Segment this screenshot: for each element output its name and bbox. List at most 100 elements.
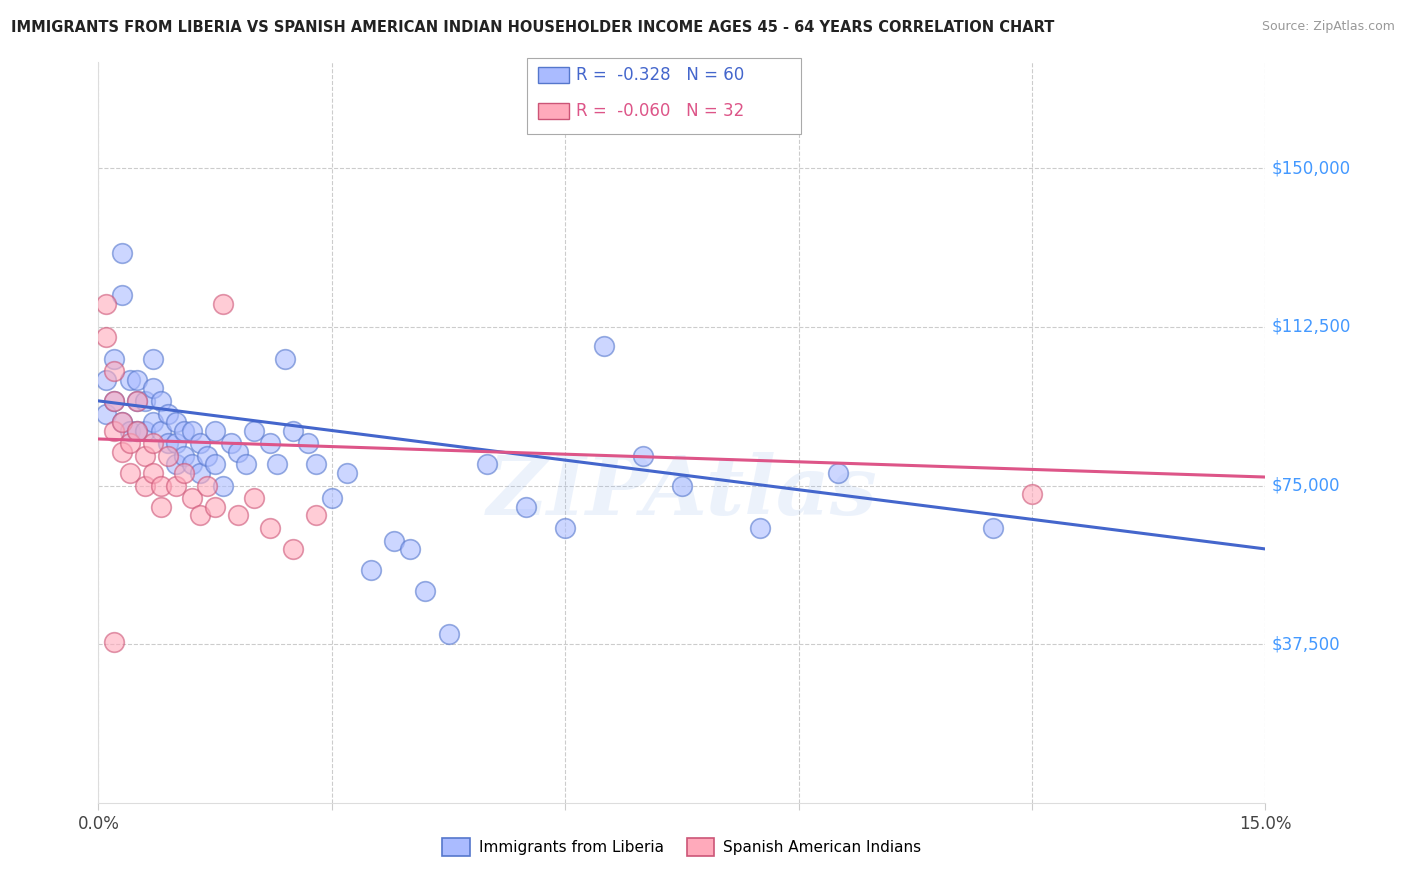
Point <box>149 393 172 408</box>
Point <box>281 424 304 438</box>
Point <box>149 478 172 492</box>
Point <box>382 533 405 548</box>
Point <box>103 393 125 408</box>
Point <box>204 458 226 472</box>
Point <box>281 541 304 556</box>
Point <box>157 436 180 450</box>
Point <box>111 415 134 429</box>
Text: IMMIGRANTS FROM LIBERIA VS SPANISH AMERICAN INDIAN HOUSEHOLDER INCOME AGES 45 - : IMMIGRANTS FROM LIBERIA VS SPANISH AMERI… <box>11 20 1054 35</box>
Point <box>195 478 218 492</box>
Point <box>321 491 343 506</box>
Point <box>235 458 257 472</box>
Text: $150,000: $150,000 <box>1271 159 1350 178</box>
Text: R =  -0.060   N = 32: R = -0.060 N = 32 <box>576 102 745 120</box>
Point <box>398 541 420 556</box>
Point <box>111 444 134 458</box>
Point <box>981 521 1004 535</box>
Point <box>274 351 297 366</box>
Point <box>554 521 576 535</box>
Point <box>103 393 125 408</box>
Point <box>413 584 436 599</box>
Point <box>180 424 202 438</box>
Point <box>212 478 235 492</box>
Point <box>204 500 226 514</box>
Point <box>631 449 654 463</box>
Point <box>134 424 156 438</box>
Point <box>142 436 165 450</box>
Point <box>165 415 187 429</box>
Point <box>228 444 250 458</box>
Point <box>259 521 281 535</box>
Point <box>103 635 125 649</box>
Point <box>228 508 250 522</box>
Point <box>165 436 187 450</box>
Point <box>173 449 195 463</box>
Point <box>1021 487 1043 501</box>
Point <box>180 458 202 472</box>
Point <box>188 508 211 522</box>
Point <box>173 466 195 480</box>
Point <box>243 424 266 438</box>
Legend: Immigrants from Liberia, Spanish American Indians: Immigrants from Liberia, Spanish America… <box>436 832 928 862</box>
Point <box>149 424 172 438</box>
Point <box>127 393 149 408</box>
Point <box>118 466 141 480</box>
Point <box>111 288 134 302</box>
Point <box>111 245 134 260</box>
Text: Source: ZipAtlas.com: Source: ZipAtlas.com <box>1261 20 1395 33</box>
Point <box>118 436 141 450</box>
Point <box>243 491 266 506</box>
Point <box>204 424 226 438</box>
Point <box>134 449 156 463</box>
Point <box>127 393 149 408</box>
Point <box>127 424 149 438</box>
Point <box>103 351 125 366</box>
Point <box>180 491 202 506</box>
Point <box>593 339 616 353</box>
Point <box>134 478 156 492</box>
Point <box>127 373 149 387</box>
Point <box>827 466 849 480</box>
Point <box>142 415 165 429</box>
Point <box>188 466 211 480</box>
Point <box>96 407 118 421</box>
Text: $75,000: $75,000 <box>1271 476 1340 494</box>
Point <box>96 373 118 387</box>
Point <box>219 436 242 450</box>
Point <box>165 458 187 472</box>
Text: R =  -0.328   N = 60: R = -0.328 N = 60 <box>576 66 745 84</box>
Point <box>195 449 218 463</box>
Point <box>266 458 288 472</box>
Point <box>142 351 165 366</box>
Point <box>671 478 693 492</box>
Point <box>142 466 165 480</box>
Point <box>515 500 537 514</box>
Point <box>96 296 118 310</box>
Point <box>437 626 460 640</box>
Point <box>360 563 382 577</box>
Point <box>305 458 328 472</box>
Point <box>127 424 149 438</box>
Point <box>157 407 180 421</box>
Point <box>111 415 134 429</box>
Point <box>103 424 125 438</box>
Point <box>188 436 211 450</box>
Point <box>297 436 319 450</box>
Point <box>212 296 235 310</box>
Point <box>305 508 328 522</box>
Point <box>103 364 125 378</box>
Point <box>336 466 359 480</box>
Point <box>118 424 141 438</box>
Point <box>142 381 165 395</box>
Text: $112,500: $112,500 <box>1271 318 1351 336</box>
Text: ZIPAtlas: ZIPAtlas <box>486 452 877 532</box>
Point <box>173 424 195 438</box>
Point <box>134 393 156 408</box>
Point <box>118 373 141 387</box>
Point <box>157 449 180 463</box>
Point <box>259 436 281 450</box>
Point <box>96 330 118 344</box>
Point <box>477 458 499 472</box>
Point <box>165 478 187 492</box>
Point <box>149 500 172 514</box>
